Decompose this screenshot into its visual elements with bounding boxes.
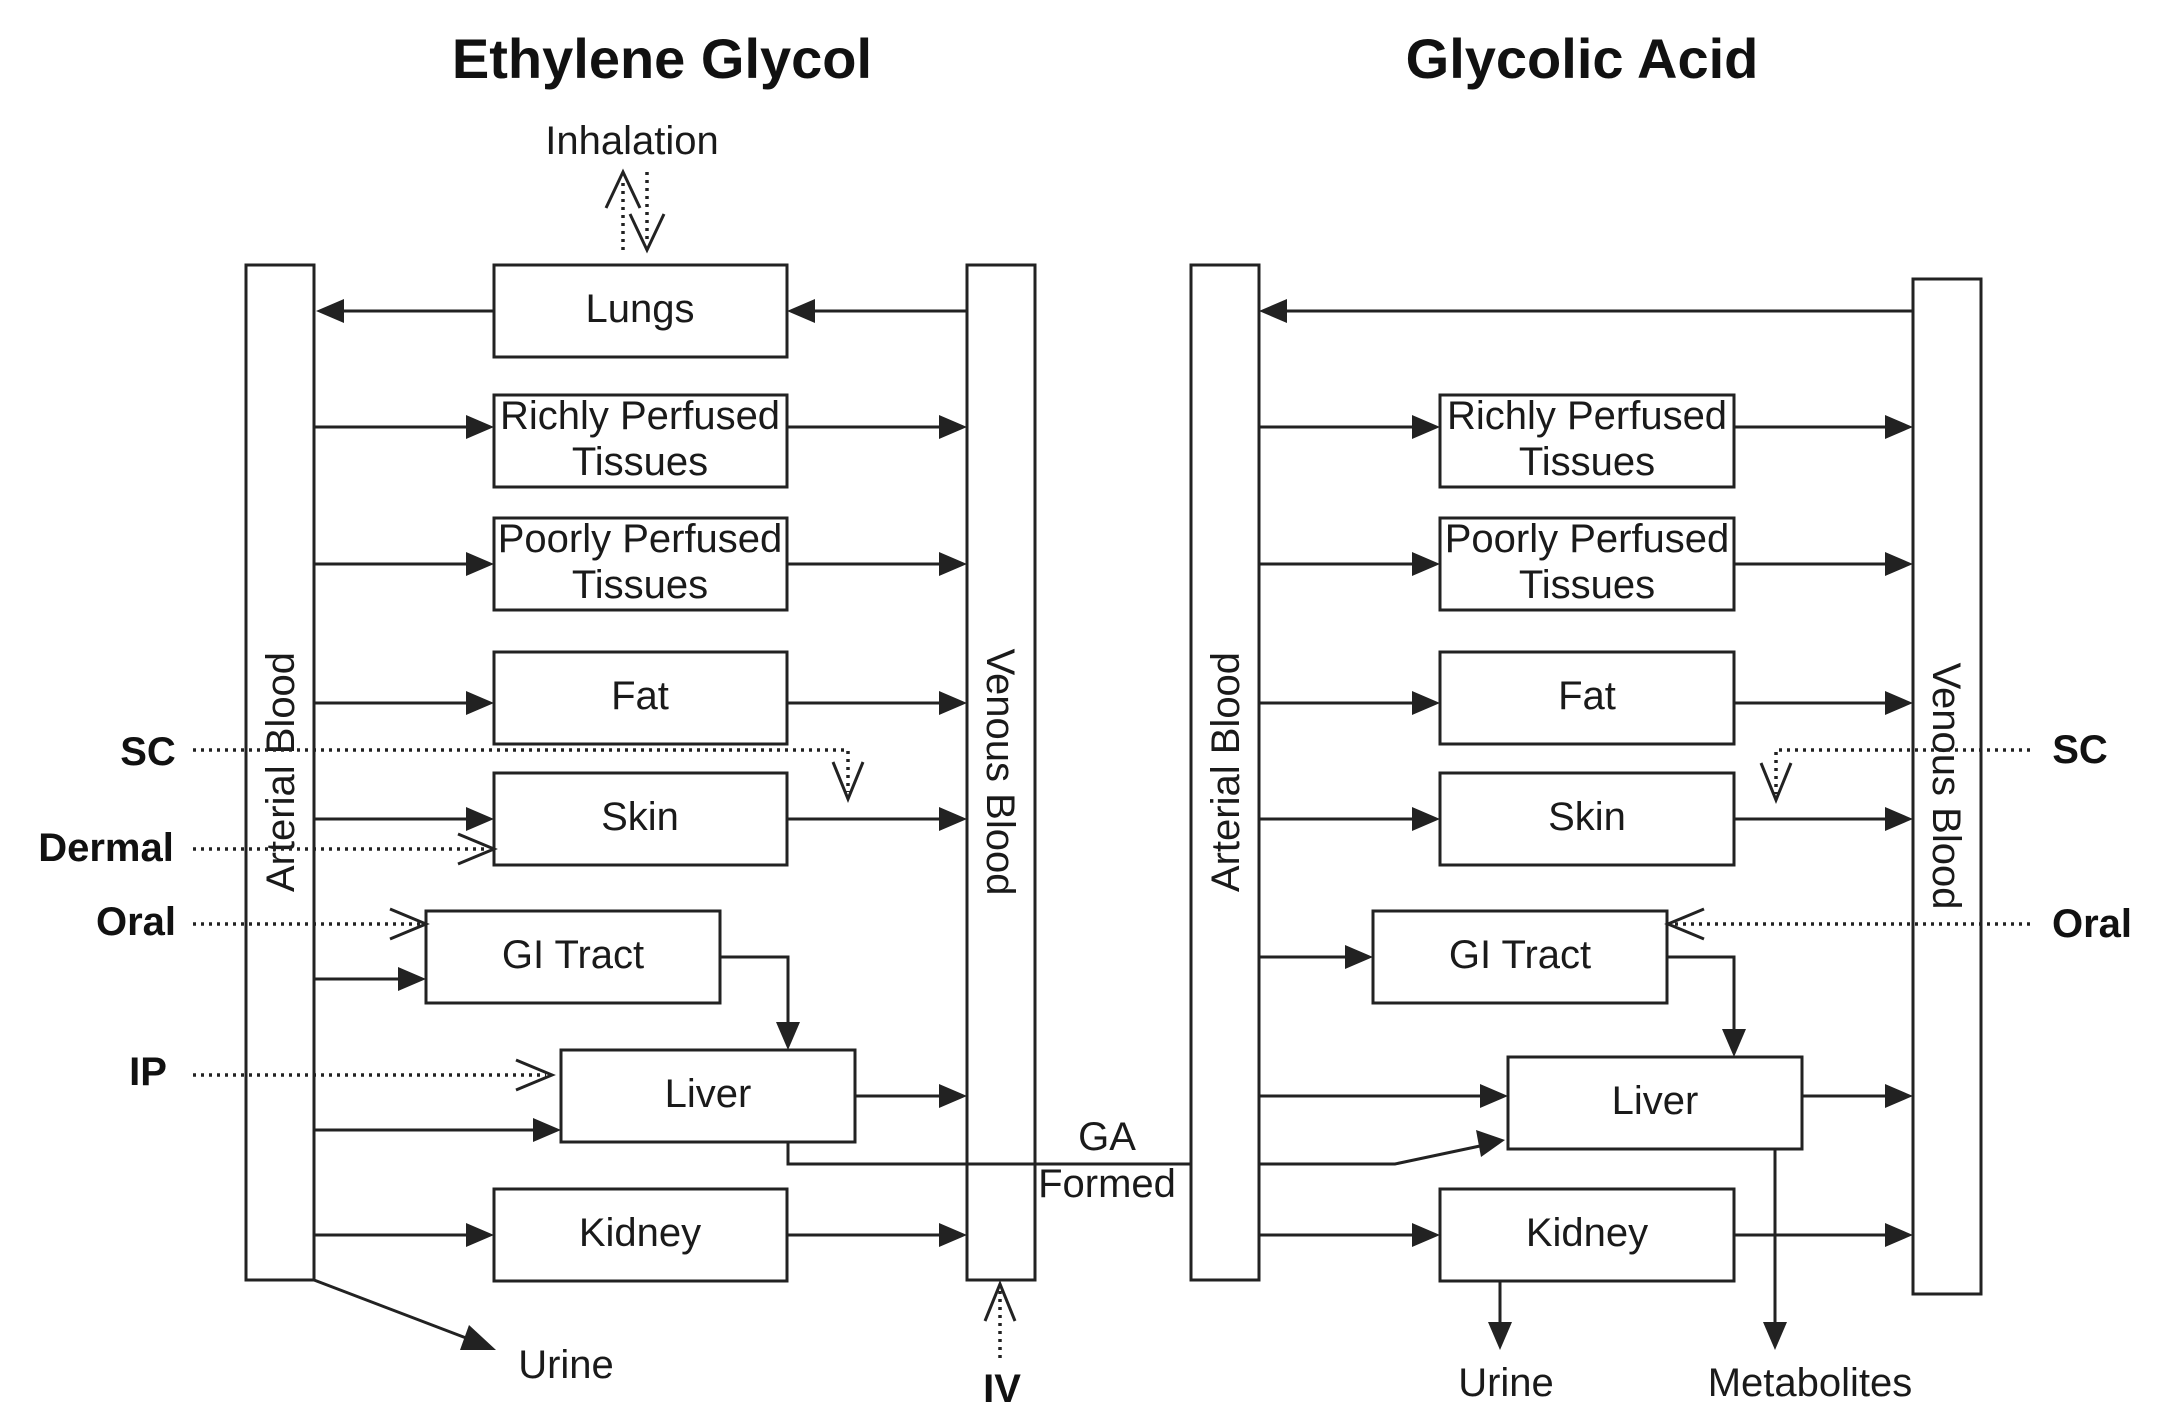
ga-flow-arrows bbox=[1259, 299, 1913, 1350]
ga-formed-label-1: GA bbox=[1078, 1115, 1136, 1159]
eg-fat-box bbox=[492, 650, 789, 746]
eg-arterial-blood bbox=[244, 263, 316, 1282]
ga-urine-label: Urine bbox=[1458, 1361, 1554, 1405]
eg-route-iv: IV bbox=[983, 1367, 1021, 1411]
ga-skin-label: Skin bbox=[1548, 795, 1626, 839]
eg-poor-label-1: Poorly Perfused bbox=[498, 517, 783, 561]
eg-route-dermal: Dermal bbox=[38, 826, 174, 870]
ga-poor-box bbox=[1438, 516, 1736, 612]
ga-fat-label: Fat bbox=[1558, 674, 1616, 718]
title-glycolic-acid: Glycolic Acid bbox=[1406, 27, 1759, 90]
eg-gi-label: GI Tract bbox=[502, 933, 644, 977]
eg-venous-label: Venous Blood bbox=[978, 649, 1022, 896]
eg-arterial-label: Arterial Blood bbox=[259, 652, 303, 892]
eg-kidney-label: Kidney bbox=[579, 1211, 701, 1255]
ga-arterial-label: Arterial Blood bbox=[1204, 652, 1248, 892]
ga-poor-label-1: Poorly Perfused bbox=[1445, 517, 1730, 561]
eg-lungs-box bbox=[492, 263, 789, 359]
ga-poor-label-2: Tissues bbox=[1519, 563, 1655, 607]
ga-fat-box bbox=[1438, 650, 1736, 746]
inhalation-arrows bbox=[604, 168, 666, 254]
ga-metabolites-label: Metabolites bbox=[1708, 1361, 1913, 1405]
eg-skin-label: Skin bbox=[601, 795, 679, 839]
eg-liver-label: Liver bbox=[665, 1072, 752, 1116]
eg-poor-box bbox=[492, 516, 789, 612]
eg-route-sc: SC bbox=[120, 730, 176, 774]
eg-route-arrows bbox=[193, 748, 1017, 1358]
eg-fat-label: Fat bbox=[611, 674, 669, 718]
eg-rich-label-1: Richly Perfused bbox=[500, 394, 780, 438]
eg-urine-label: Urine bbox=[518, 1343, 614, 1387]
eg-venous-blood bbox=[965, 263, 1037, 1282]
ga-rich-label-2: Tissues bbox=[1519, 440, 1655, 484]
eg-rich-label-2: Tissues bbox=[572, 440, 708, 484]
ga-venous-blood bbox=[1911, 277, 1983, 1296]
ga-rich-box bbox=[1438, 393, 1736, 489]
ga-kidney-label: Kidney bbox=[1526, 1211, 1648, 1255]
eg-rich-box bbox=[492, 393, 789, 489]
ga-formed-link bbox=[786, 1130, 1505, 1166]
ga-venous-label: Venous Blood bbox=[1924, 663, 1968, 910]
eg-skin-box bbox=[492, 771, 789, 867]
eg-liver-box bbox=[559, 1048, 857, 1144]
eg-lungs-label: Lungs bbox=[586, 287, 695, 331]
ga-gi-label: GI Tract bbox=[1449, 933, 1591, 977]
eg-route-oral: Oral bbox=[96, 900, 176, 944]
ga-formed-label-2: Formed bbox=[1038, 1162, 1176, 1206]
ga-route-arrows bbox=[1664, 748, 2030, 941]
ga-rich-label-1: Richly Perfused bbox=[1447, 394, 1727, 438]
ga-arterial-blood bbox=[1189, 263, 1261, 1282]
eg-route-ip: IP bbox=[129, 1050, 167, 1094]
eg-gi-box bbox=[424, 909, 722, 1005]
ga-liver-box bbox=[1506, 1055, 1804, 1151]
eg-kidney-box bbox=[492, 1187, 789, 1283]
ga-route-sc: SC bbox=[2052, 728, 2108, 772]
eg-poor-label-2: Tissues bbox=[572, 563, 708, 607]
ga-gi-box bbox=[1371, 909, 1669, 1005]
ga-route-oral: Oral bbox=[2052, 902, 2132, 946]
ga-liver-label: Liver bbox=[1612, 1079, 1699, 1123]
eg-flow-arrows bbox=[313, 299, 967, 1350]
title-ethylene-glycol: Ethylene Glycol bbox=[452, 27, 872, 90]
ga-skin-box bbox=[1438, 771, 1736, 867]
inhalation-label: Inhalation bbox=[545, 119, 718, 163]
